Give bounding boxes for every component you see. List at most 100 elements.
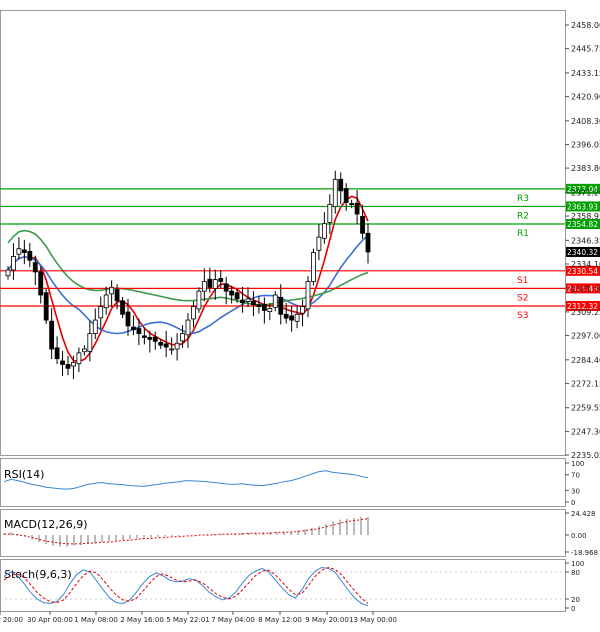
level-name-r3: R3 [517,194,529,204]
level-name-s2: S2 [517,293,528,303]
candle [360,204,365,239]
price-tick-label: 2309.25 [571,308,600,317]
candle-body-down [125,311,131,327]
level-price-box [566,283,600,294]
candle-body-up [272,294,278,308]
candle-body-up [174,342,180,350]
candle [43,288,49,324]
candle [191,301,196,328]
candle [272,291,278,312]
candle [185,313,191,348]
candles [5,170,371,380]
candle-body-down [251,300,256,306]
rsi-title: RSI(14) [4,468,44,481]
time-axis: 29 Apr 20:00 30 Apr 00:001 May 08:002 May… [0,611,397,624]
candle [109,280,115,307]
candle [158,338,164,350]
candle-body-up [300,306,305,314]
time-tick-label: 13 May 00:00 [349,616,397,624]
candle [71,355,76,380]
candle-body-down [27,251,33,261]
rsi-tick-label: 100 [571,460,584,468]
candle-body-up [76,352,82,365]
candle [207,267,213,293]
candle-body-down [360,215,365,234]
price-tick-label: 2408.30 [571,117,600,126]
macd-panel: 24.428 0.00 -18.968 MACD(12,26,9) [3,510,598,557]
candle [283,302,289,324]
stoch-panel-frame [0,559,566,612]
stoch-tick-label: 0 [571,605,575,613]
candle [65,355,71,376]
candle [76,347,82,373]
candle [120,296,125,319]
macd-title: MACD(12,26,9) [4,518,88,531]
candle-body-up [81,348,87,353]
price-tick-label: 2346.35 [571,236,600,245]
candle-body-down [261,303,267,311]
candle-body-up [71,362,76,367]
level-price-label: 2354.82 [567,220,598,229]
candle-body-up [87,333,93,352]
candle [87,320,93,362]
level-price-label: 2312.32 [567,302,598,311]
candle [332,170,338,214]
candle [21,239,27,265]
pivot-levels: R3 2373.04 R2 2363.93 R1 2354.82 S1 2330.54 S2 23… [0,183,600,321]
candle [229,285,235,304]
candle-body-down [60,360,65,365]
price-tick-label: 2334.10 [571,260,600,269]
current-price-label: 2340.32 [567,248,598,257]
candle-body-up [332,178,338,208]
candle-body-down [229,290,235,296]
candle [327,194,333,235]
price-tick-label: 2272.15 [571,379,600,388]
candle-body-down [120,300,125,315]
price-tick-label: 2235.05 [571,451,600,460]
candle-body-up [196,290,202,310]
candle [267,303,273,321]
candle [240,286,245,313]
candle [98,296,104,330]
candle-body-down [32,262,38,273]
price-tick-label: 2259.55 [571,404,600,413]
price-tick-label: 2445.75 [571,45,600,54]
candle [147,330,153,353]
candle [32,255,38,285]
level-name-r2: R2 [517,211,529,221]
candle-body-down [223,283,229,292]
price-tick-label: 2396.05 [571,140,600,149]
level-name-r1: R1 [517,229,529,239]
candle-body-up [180,333,185,342]
candle [305,276,311,318]
rsi-tick-label: 70 [571,472,580,480]
panel-frames [0,10,566,612]
stoch-d-line [3,566,369,604]
time-tick-label: 1 May 08:00 [74,616,118,624]
current-price-box [566,246,600,257]
price-tick-label: 2433.15 [571,69,600,78]
candle [278,284,284,325]
candle-body-up [316,236,322,251]
candle-body-down [158,342,164,346]
candle-body-down [65,364,71,369]
candle-body-up [327,203,333,223]
stoch-tick-label: 80 [571,569,580,577]
candle-body-up [191,306,196,320]
candle-body-down [234,292,240,300]
stoch-tick-label: 100 [571,560,584,568]
candle-body-down [218,278,224,282]
candle [234,288,240,303]
candle-body-up [212,279,218,289]
candle [245,287,251,307]
candle [294,305,300,329]
candle-body-down [283,313,289,319]
candle [5,266,11,280]
candle-body-up [98,306,104,319]
candle [38,266,44,304]
candle-body-down [256,304,262,307]
stoch-title: Stoch(9,6,3) [4,568,72,581]
rsi-panel-frame [0,458,566,507]
